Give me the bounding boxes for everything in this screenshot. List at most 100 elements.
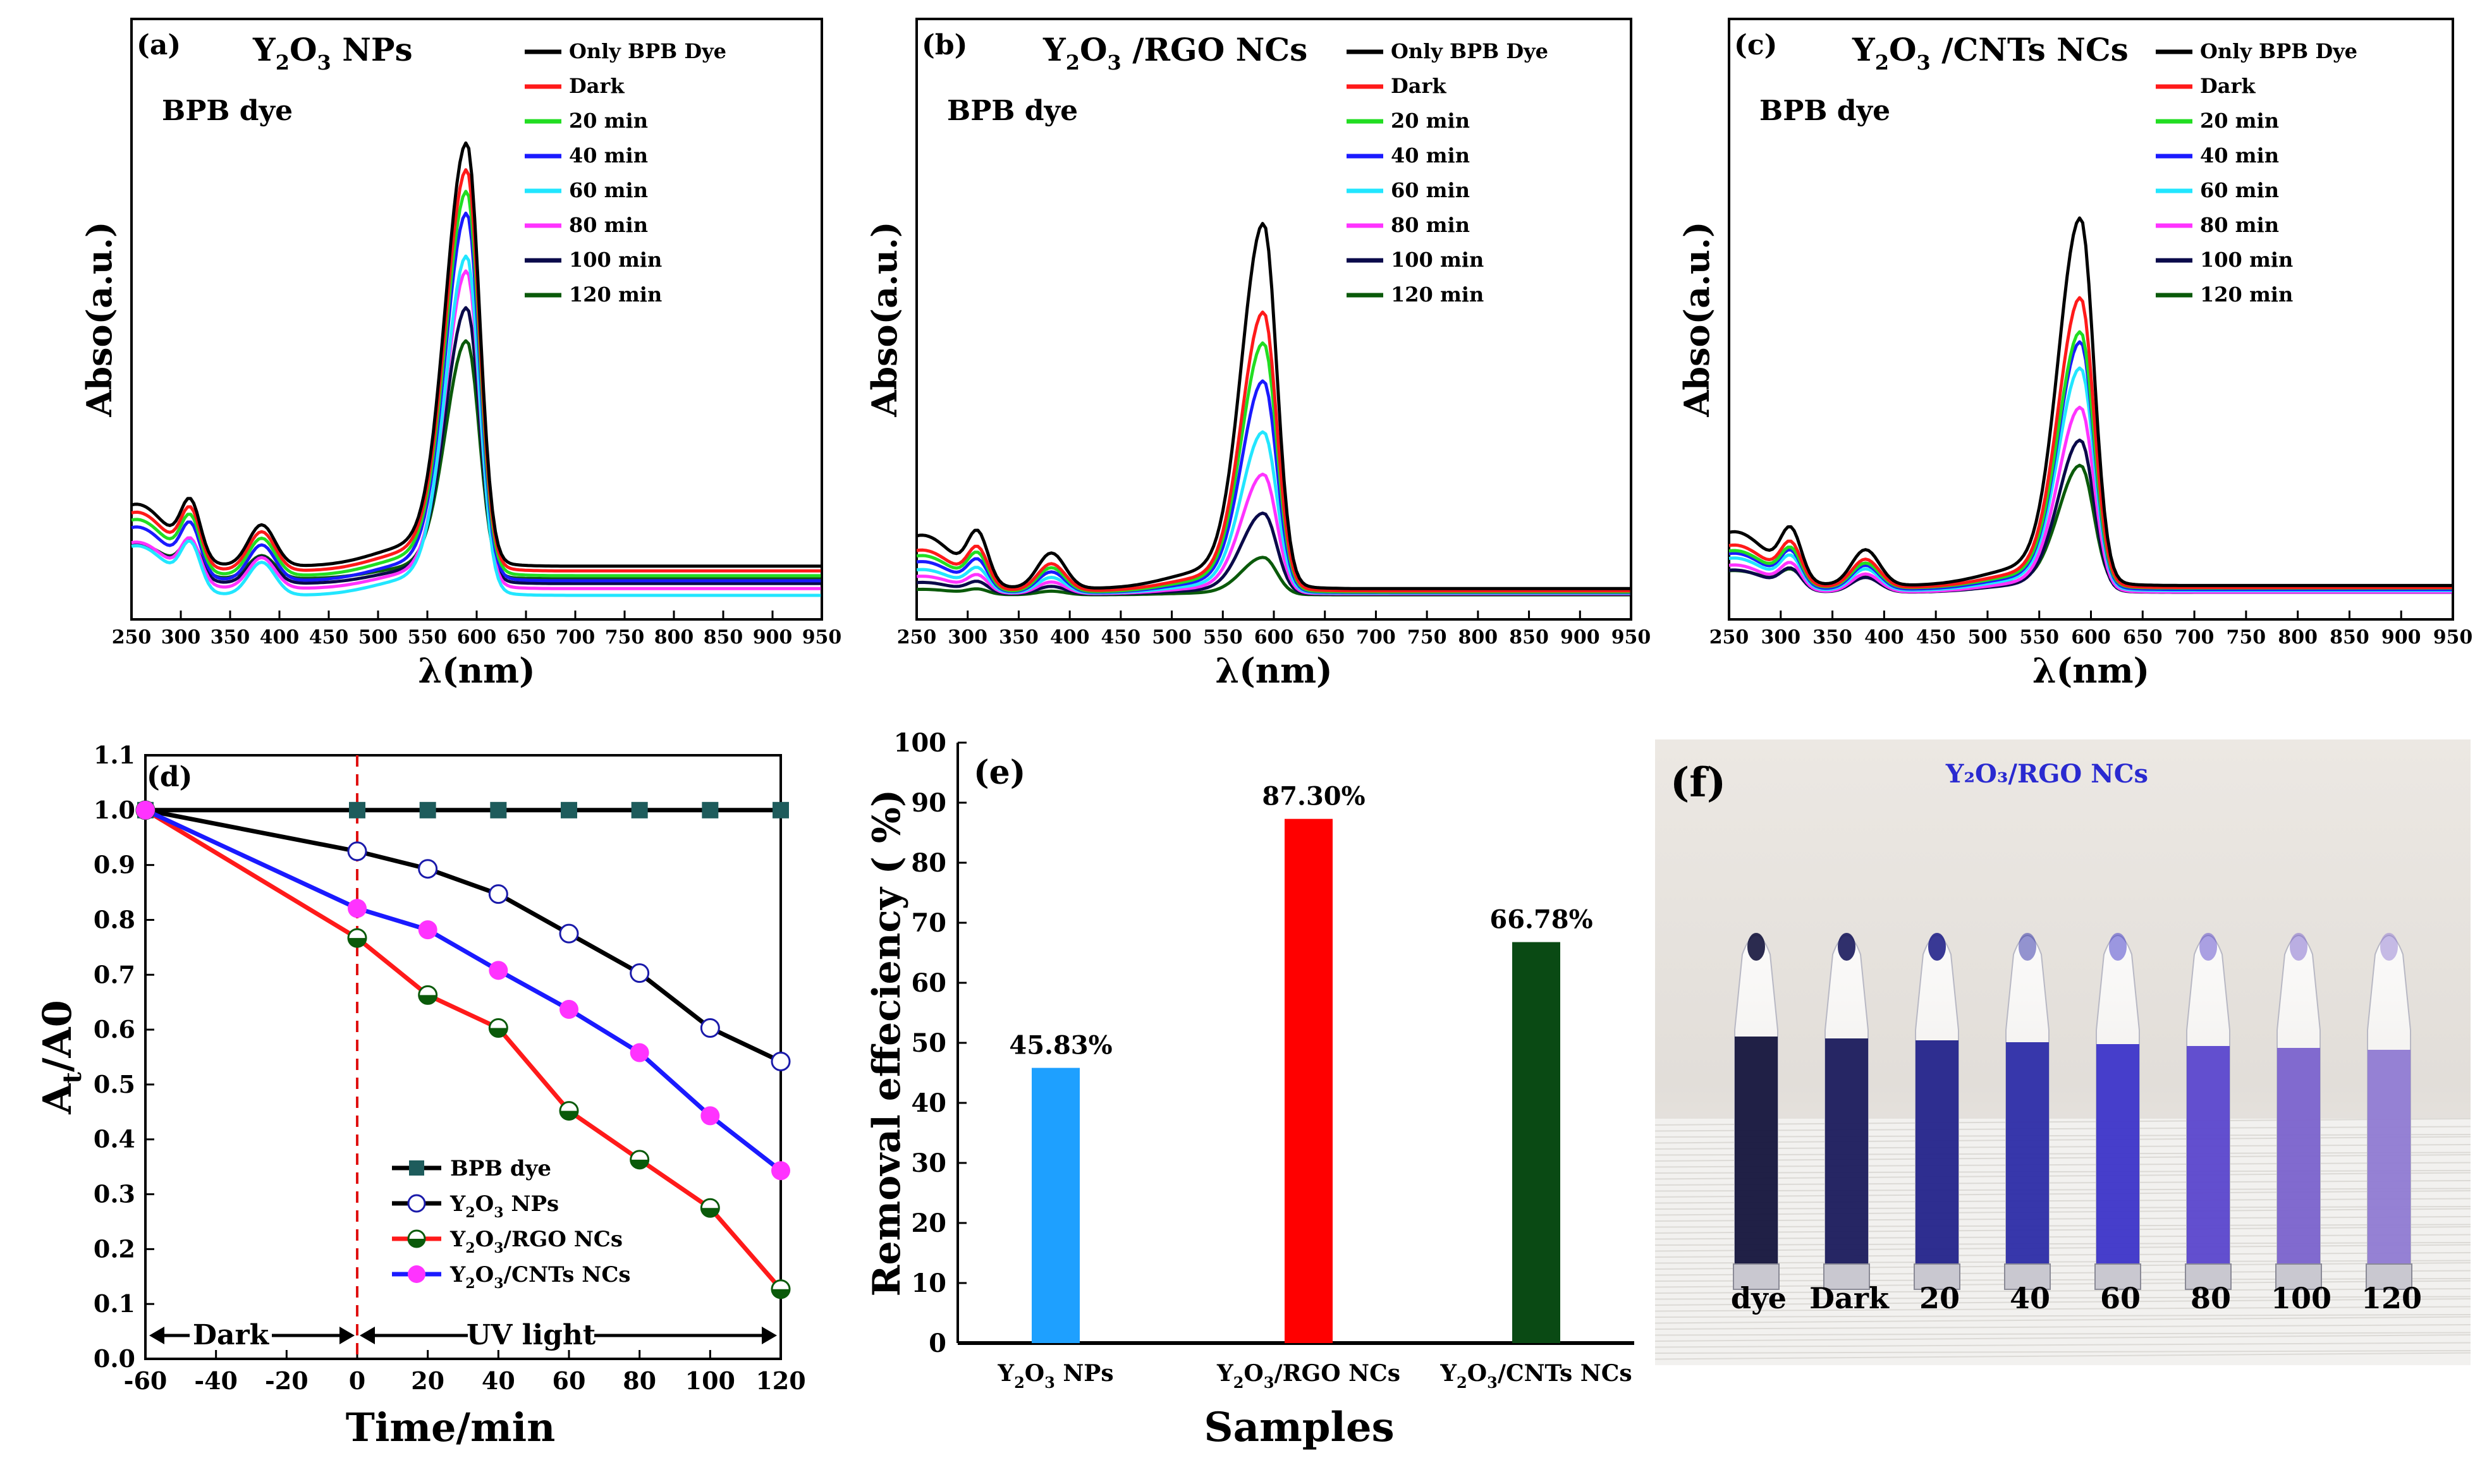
x-tick-label: 950 <box>802 626 842 648</box>
x-tick-label: -20 <box>265 1366 309 1395</box>
title-part: /RGO NCs <box>1121 31 1308 68</box>
spectrum-line-1 <box>916 222 1630 590</box>
spectrum-line-2 <box>916 310 1630 593</box>
legend-entry-part: O <box>475 1227 494 1252</box>
cloth-texture-line <box>1654 1278 2471 1282</box>
title-part: /CNTs NCs <box>1931 31 2129 68</box>
y-tick-label: 0.2 <box>94 1234 135 1263</box>
x-axis-label: λ(nm) <box>1215 650 1332 691</box>
legend-entry: Y2O3/RGO NCs <box>449 1227 623 1256</box>
panel-label: (c) <box>1734 29 1777 61</box>
dye-note: BPB dye <box>1759 95 1890 127</box>
data-point <box>630 1150 650 1170</box>
cloth-texture-line <box>1654 1134 2471 1138</box>
legend-entry: 20 min <box>569 109 648 133</box>
x-tick-label: 600 <box>457 626 497 648</box>
data-point <box>347 928 367 948</box>
y-tick-label: 40 <box>911 1088 946 1118</box>
legend-entry-part: Y <box>449 1191 466 1217</box>
cloth-texture-line <box>1654 1334 2471 1342</box>
vial-liquid <box>2277 1048 2320 1264</box>
legend-entry: 120 min <box>1391 283 1484 307</box>
y-tick-label: 0.8 <box>94 905 135 934</box>
y-axis-label: At/A0 <box>34 1000 87 1114</box>
vial-tip-drop <box>1928 933 1946 961</box>
cloth-texture-line <box>1654 1288 2471 1294</box>
dye-note: BPB dye <box>947 95 1078 127</box>
legend-entry-part: BPB dye <box>450 1156 551 1181</box>
cloth-texture-line <box>1654 1144 2471 1150</box>
dark-label-bg <box>190 1317 272 1349</box>
y-tick-label: 1.0 <box>94 796 135 824</box>
category-label-sub: 2 <box>1457 1373 1467 1392</box>
bar-value-label: 45.83% <box>1009 1031 1112 1061</box>
legend-entry: Only BPB Dye <box>2200 39 2357 63</box>
category-label-part: Y <box>997 1360 1015 1387</box>
vial-liquid <box>2187 1046 2230 1264</box>
data-point <box>490 801 507 818</box>
data-point <box>630 963 650 983</box>
cloth-texture-line <box>1654 1172 2471 1180</box>
legend-entry: 20 min <box>1391 109 1470 133</box>
x-tick-label: 950 <box>2433 626 2473 648</box>
data-point <box>489 961 508 980</box>
x-tick-label: 800 <box>1458 626 1498 648</box>
y-tick-label: 0.7 <box>94 960 135 988</box>
spectra-panel-b: 250 300 350 400 450 500 550 600 650 700 750 800 850 9… <box>864 18 1651 691</box>
cloth-texture-line <box>1654 1324 2471 1330</box>
cloth-texture-line <box>1654 1190 2471 1198</box>
category-label-part: Y <box>1439 1360 1457 1387</box>
vial-liquid <box>1916 1040 1959 1264</box>
data-point <box>631 801 648 818</box>
title-sub: 3 <box>1108 51 1121 75</box>
title-part: Y <box>1042 31 1066 68</box>
x-tick-label: 650 <box>2123 626 2163 648</box>
x-tick-label: 850 <box>1509 626 1549 648</box>
bar-value-label: 87.30% <box>1262 782 1365 812</box>
vial-cap <box>1914 1263 1960 1290</box>
x-tick-label: 120 <box>755 1366 805 1395</box>
legend-entry: 120 min <box>2200 283 2293 307</box>
x-tick-label: 850 <box>2330 626 2369 648</box>
vial-cap <box>2275 1263 2322 1290</box>
vial-tip-drop <box>2290 933 2307 961</box>
cloth-texture-line <box>1654 1216 2471 1222</box>
cloth-texture-line <box>1654 1280 2471 1288</box>
x-tick-label: 500 <box>358 626 398 648</box>
legend-entry-sub: 2 <box>465 1275 475 1292</box>
dark-arrow-head-right <box>339 1327 355 1344</box>
title-part: NPs <box>331 31 413 68</box>
y-tick-label: 0 <box>929 1329 946 1358</box>
x-tick-label: 550 <box>408 626 448 648</box>
y-tick-label: 20 <box>911 1208 946 1238</box>
x-tick-label: 700 <box>556 626 596 648</box>
time-decay-chart: 0.00.10.20.30.40.50.60.70.80.91.01.1-60-… <box>34 741 806 1451</box>
data-point <box>700 1018 720 1038</box>
data-point <box>488 884 508 904</box>
x-tick-label: 500 <box>1152 626 1192 648</box>
legend-entry-part: O <box>475 1191 494 1217</box>
y-axis-label: Abso(a.u.) <box>1677 221 1717 417</box>
category-label-part: O <box>1467 1360 1487 1387</box>
y-axis-label: Removal effeciency ( %) <box>865 789 909 1297</box>
legend-entry: 40 min <box>1391 143 1470 167</box>
vial-liquid <box>1735 1037 1778 1264</box>
cloth-texture-line <box>1654 1316 2471 1324</box>
data-point <box>349 801 365 818</box>
cloth-texture-line <box>1654 1296 2471 1300</box>
spectrum-line-7 <box>131 306 821 585</box>
y-label-part: /A0 <box>34 1000 80 1072</box>
y-tick-label: 100 <box>894 728 947 758</box>
y-tick-label: 60 <box>911 968 946 998</box>
vial-cap <box>2185 1263 2232 1290</box>
cloth-texture-line <box>1654 1342 2471 1348</box>
category-label: Y2O3/CNTs NCs <box>1439 1360 1632 1392</box>
x-tick-label: 650 <box>506 626 546 648</box>
data-point <box>488 1018 508 1038</box>
x-tick-label: 650 <box>1305 626 1345 648</box>
x-tick-label: 700 <box>1356 626 1396 648</box>
dark-label: Dark <box>193 1319 270 1351</box>
vial-liquid <box>2096 1044 2139 1264</box>
title-part: Y <box>1852 31 1876 68</box>
y-tick-label: 0.5 <box>94 1070 135 1098</box>
